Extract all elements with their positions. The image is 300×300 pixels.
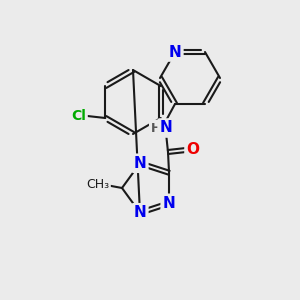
Text: CH₃: CH₃ xyxy=(86,178,110,191)
Text: N: N xyxy=(134,205,146,220)
Text: N: N xyxy=(134,156,146,171)
Text: N: N xyxy=(169,44,182,59)
Text: H: H xyxy=(151,122,161,134)
Text: N: N xyxy=(160,121,172,136)
Text: Cl: Cl xyxy=(71,109,86,123)
Text: N: N xyxy=(163,196,176,211)
Text: O: O xyxy=(187,142,200,158)
